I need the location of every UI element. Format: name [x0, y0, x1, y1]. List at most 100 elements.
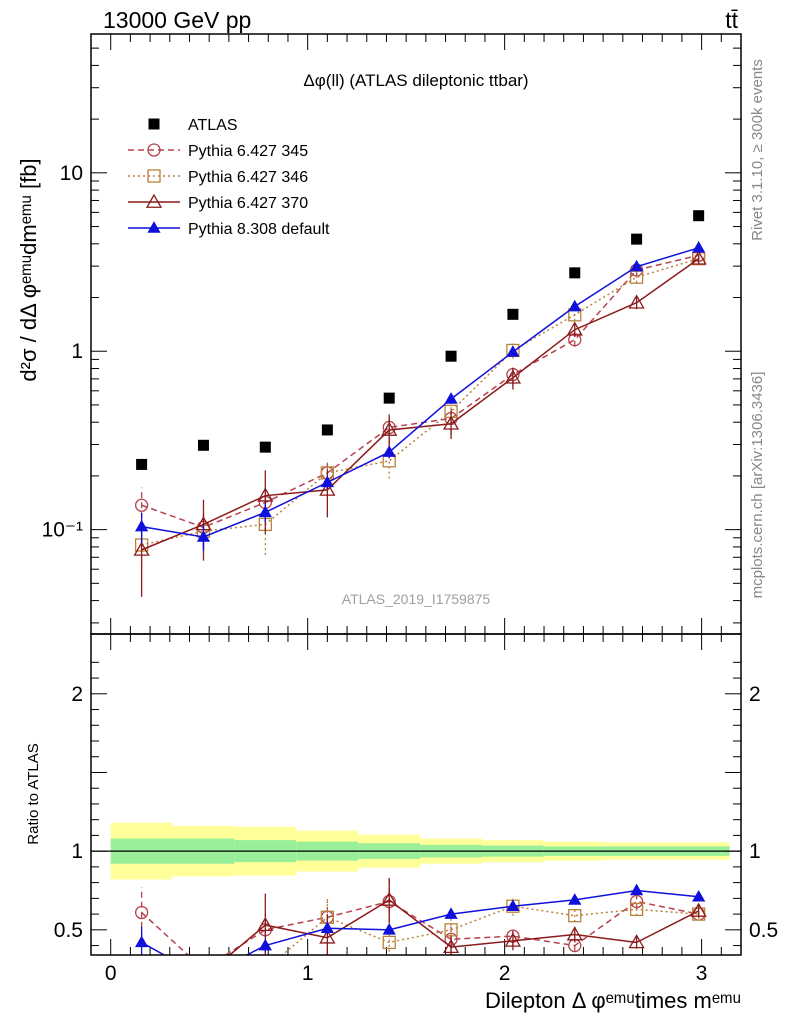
- data-point: [258, 505, 272, 518]
- main-series-layer: [133, 210, 707, 597]
- ratio-data-point: [690, 902, 707, 917]
- ratio-data-point: [319, 929, 336, 944]
- x-tick-label: 1: [302, 962, 314, 985]
- data-point: [321, 424, 333, 436]
- data-point: [444, 392, 458, 404]
- ratio-y-tick-label: 2: [71, 683, 83, 706]
- ratio-data-point: [504, 932, 522, 947]
- data-point: [628, 294, 645, 309]
- ratio-y-tick-label-right: 2: [749, 683, 761, 706]
- ratio-y-tick-label-right: 1: [749, 840, 761, 863]
- data-point: [320, 475, 334, 488]
- data-point: [693, 210, 705, 222]
- ratio-uncertainty-bands: [91, 822, 741, 880]
- ratio-plot-frame: [90, 633, 742, 956]
- ratio-data-point: [442, 938, 460, 954]
- ratio-data-point: [566, 926, 583, 941]
- ratio-data-point: [629, 883, 644, 896]
- series-0: [136, 210, 705, 470]
- ratio-series-1: [136, 896, 706, 983]
- ratio-data-point: [320, 921, 334, 934]
- legend-label: Pythia 6.427 346: [188, 169, 308, 186]
- ratio-data-point: [444, 907, 458, 919]
- legend-label: Pythia 8.308 default: [188, 221, 330, 238]
- ratio-data-point: [382, 935, 396, 950]
- series-line: [141, 254, 699, 529]
- legend-label: ATLAS: [188, 117, 238, 134]
- data-point: [568, 299, 582, 312]
- ratio-series-line: [141, 900, 699, 955]
- ratio-series-2: [140, 877, 707, 982]
- series-line: [141, 258, 699, 546]
- ratio-data-point: [382, 923, 396, 935]
- legend-marker: [147, 143, 161, 157]
- data-point: [319, 481, 336, 496]
- x-tick-label: 2: [499, 962, 511, 985]
- legend-marker: [147, 169, 161, 183]
- ratio-data-point: [197, 963, 209, 975]
- ratio-y-axis-label: Ratio to ATLAS: [25, 743, 42, 844]
- ratio-series-3: [135, 883, 706, 982]
- process-header: tt̄: [725, 7, 738, 33]
- legend-item: Pythia 6.427 345: [128, 143, 308, 160]
- ratio-plot-area: 0.5 0.5 1 1 2 2 0 1 2 3 Ratio to ATLAS Dilepton Δ…: [25, 633, 778, 1013]
- ratio-data-point: [135, 935, 149, 948]
- ratio-data-point: [506, 899, 520, 911]
- data-point: [257, 487, 274, 502]
- ratio-data-point: [444, 923, 458, 937]
- ratio-data-point: [196, 970, 210, 982]
- legend-item: Pythia 6.427 370: [128, 193, 308, 212]
- data-point: [381, 421, 398, 436]
- source-label: mcplots.cern.ch [arXiv:1306.3436]: [749, 372, 766, 599]
- ratio-data-point: [629, 902, 644, 917]
- ratio-data-point: [198, 972, 209, 982]
- ratio-data-point: [568, 909, 582, 923]
- data-point: [442, 415, 460, 430]
- data-point: [196, 530, 211, 542]
- ratio-axis-ticks: [91, 634, 741, 955]
- ratio-data-point: [259, 963, 271, 975]
- main-axis-ticks: [91, 33, 741, 634]
- legend-item: ATLAS: [148, 117, 238, 134]
- ratio-data-point: [257, 916, 274, 932]
- main-y-tick-label: 10: [60, 162, 83, 185]
- main-y-tick-labels: 10⁻¹ 1 10: [42, 162, 83, 542]
- legend-label: Pythia 6.427 345: [188, 143, 308, 160]
- data-point: [631, 233, 643, 245]
- ratio-data-point: [258, 938, 272, 951]
- series-3: [133, 250, 707, 597]
- ratio-series-line: [228, 899, 699, 955]
- data-point: [133, 541, 150, 556]
- data-point: [135, 519, 149, 532]
- legend-item: Pythia 8.308 default: [128, 221, 330, 238]
- data-point: [629, 259, 644, 272]
- legend: ATLAS Pythia 6.427 345 Pythia 6.427 346 Pyt…: [128, 117, 330, 238]
- data-point: [197, 439, 209, 451]
- legend-marker: [148, 118, 160, 130]
- series-line: [141, 247, 699, 538]
- ratio-data-point: [136, 971, 148, 983]
- main-plot-title: Δφ(ll) (ATLAS dileptonic ttbar): [303, 71, 528, 90]
- ratio-y-tick-label: 0.5: [54, 919, 83, 942]
- legend-marker: [147, 221, 161, 233]
- legend-label: Pythia 6.427 370: [188, 195, 308, 212]
- data-point: [692, 240, 706, 253]
- data-point: [569, 267, 581, 279]
- ratio-data-point: [568, 893, 582, 905]
- ratio-data-point: [381, 891, 398, 906]
- data-point: [566, 321, 583, 336]
- ratio-data-point: [134, 905, 149, 920]
- data-point: [507, 308, 519, 320]
- ratio-tick-labels: 0.5 0.5 1 1 2 2 0 1 2 3: [54, 683, 778, 985]
- data-point: [136, 458, 148, 470]
- ratio-data-point: [629, 894, 644, 909]
- data-point: [259, 441, 271, 453]
- data-point: [504, 369, 522, 384]
- series-line: [141, 258, 700, 551]
- main-y-axis-label: d²σ / dΔ φᵉᵐᵘdmᵉᵐᵘ [fb]: [16, 158, 41, 381]
- data-point: [445, 350, 457, 362]
- x-tick-label: 0: [105, 962, 117, 985]
- series-1: [134, 248, 706, 549]
